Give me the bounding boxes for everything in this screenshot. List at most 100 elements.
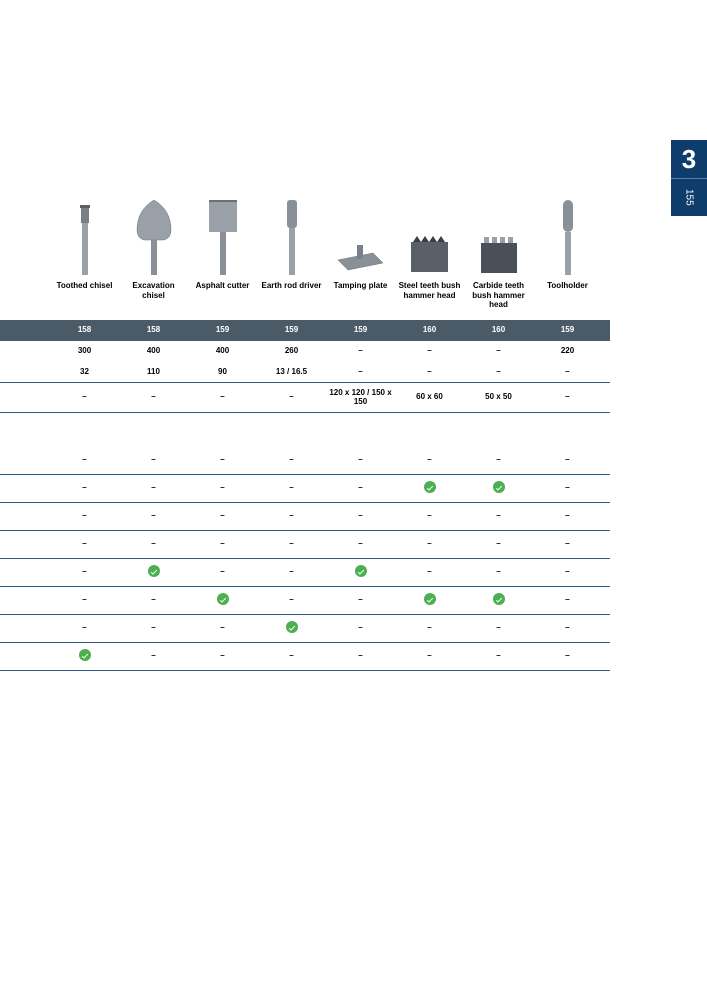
- feature-row: ––––––: [0, 559, 610, 587]
- table-cell: –: [188, 649, 257, 663]
- table-cell: [464, 591, 533, 610]
- feature-row: –––––––: [0, 643, 610, 671]
- table-cell: –: [119, 453, 188, 467]
- tamping-plate-icon: [326, 195, 395, 275]
- table-cell: –: [188, 509, 257, 523]
- table-cell: 159: [257, 323, 326, 337]
- col-header: Excavation chisel: [119, 281, 188, 310]
- table-cell: –: [395, 537, 464, 551]
- table-cell: –: [50, 453, 119, 467]
- feature-row: ––––––: [0, 475, 610, 503]
- table-cell: –: [50, 509, 119, 523]
- table-cell: [395, 591, 464, 610]
- table-cell: –: [257, 593, 326, 607]
- table-cell: –: [533, 453, 602, 467]
- table-cell: 13 / 16.5: [257, 365, 326, 379]
- table-cell: –: [464, 537, 533, 551]
- table-cell: 220: [533, 344, 602, 358]
- table-cell: 160: [464, 323, 533, 337]
- table-cell: –: [50, 390, 119, 404]
- table-cell: –: [464, 344, 533, 358]
- check-icon: [148, 565, 160, 577]
- table-cell: 400: [188, 344, 257, 358]
- table-cell: –: [50, 565, 119, 579]
- col-header: Steel teeth bush hammer head: [395, 281, 464, 310]
- check-icon: [424, 593, 436, 605]
- col-header: Toothed chisel: [50, 281, 119, 310]
- table-cell: –: [464, 509, 533, 523]
- table-cell: –: [257, 509, 326, 523]
- table-cell: [119, 563, 188, 582]
- feature-row: ––––––––: [0, 447, 610, 475]
- table-cell: –: [395, 621, 464, 635]
- table: 158158159159159160160159 300400400260–––…: [0, 320, 610, 671]
- col-header: Earth rod driver: [257, 281, 326, 310]
- page-tab: 3 155: [671, 140, 707, 216]
- table-cell: –: [326, 649, 395, 663]
- table-cell: –: [50, 537, 119, 551]
- spec-row: 300400400260–––220: [0, 341, 610, 362]
- table-cell: 159: [188, 323, 257, 337]
- spec-row: ––––120 x 120 / 150 x 15060 x 6050 x 50–: [0, 383, 610, 413]
- toothed-chisel-icon: [50, 195, 119, 275]
- feature-row: ––––––––: [0, 531, 610, 559]
- product-images-row: [0, 195, 610, 275]
- table-cell: –: [257, 565, 326, 579]
- table-cell: 158: [50, 323, 119, 337]
- table-cell: –: [533, 565, 602, 579]
- table-cell: –: [533, 365, 602, 379]
- table-cell: –: [326, 344, 395, 358]
- table-cell: –: [119, 593, 188, 607]
- feature-row: –––––: [0, 587, 610, 615]
- table-cell: 300: [50, 344, 119, 358]
- feature-row: –––––––: [0, 615, 610, 643]
- table-cell: –: [464, 621, 533, 635]
- table-cell: –: [326, 621, 395, 635]
- table-cell: –: [257, 537, 326, 551]
- excavation-chisel-icon: [119, 195, 188, 275]
- col-header: Toolholder: [533, 281, 602, 310]
- table-cell: –: [257, 649, 326, 663]
- table-cell: –: [395, 649, 464, 663]
- table-cell: –: [188, 390, 257, 404]
- table-cell: –: [119, 537, 188, 551]
- table-cell: –: [188, 453, 257, 467]
- table-cell: –: [464, 453, 533, 467]
- table-cell: –: [188, 537, 257, 551]
- table-cell: –: [50, 593, 119, 607]
- table-cell: [464, 479, 533, 498]
- table-cell: 260: [257, 344, 326, 358]
- table-cell: [50, 647, 119, 666]
- table-cell: –: [395, 509, 464, 523]
- table-cell: 160: [395, 323, 464, 337]
- table-cell: [326, 563, 395, 582]
- table-cell: [395, 479, 464, 498]
- table-cell: –: [464, 649, 533, 663]
- table-cell: 90: [188, 365, 257, 379]
- asphalt-cutter-icon: [188, 195, 257, 275]
- table-cell: –: [533, 593, 602, 607]
- check-icon: [79, 649, 91, 661]
- table-cell: –: [464, 365, 533, 379]
- table-cell: –: [188, 621, 257, 635]
- table-cell: –: [119, 481, 188, 495]
- check-icon: [286, 621, 298, 633]
- table-cell: –: [533, 509, 602, 523]
- steel-bush-hammer-icon: [395, 195, 464, 275]
- table-cell: –: [533, 481, 602, 495]
- table-cell: –: [464, 565, 533, 579]
- table-cell: [257, 619, 326, 638]
- table-cell: –: [257, 453, 326, 467]
- table-cell: –: [326, 365, 395, 379]
- table-cell: –: [50, 621, 119, 635]
- column-headers: Toothed chisel Excavation chisel Asphalt…: [0, 281, 610, 310]
- table-cell: 159: [533, 323, 602, 337]
- table-cell: –: [395, 453, 464, 467]
- col-header: Carbide teeth bush hammer head: [464, 281, 533, 310]
- table-cell: 110: [119, 365, 188, 379]
- table-cell: –: [326, 453, 395, 467]
- table-cell: –: [50, 481, 119, 495]
- content-area: Toothed chisel Excavation chisel Asphalt…: [0, 195, 610, 671]
- table-cell: –: [395, 565, 464, 579]
- check-icon: [424, 481, 436, 493]
